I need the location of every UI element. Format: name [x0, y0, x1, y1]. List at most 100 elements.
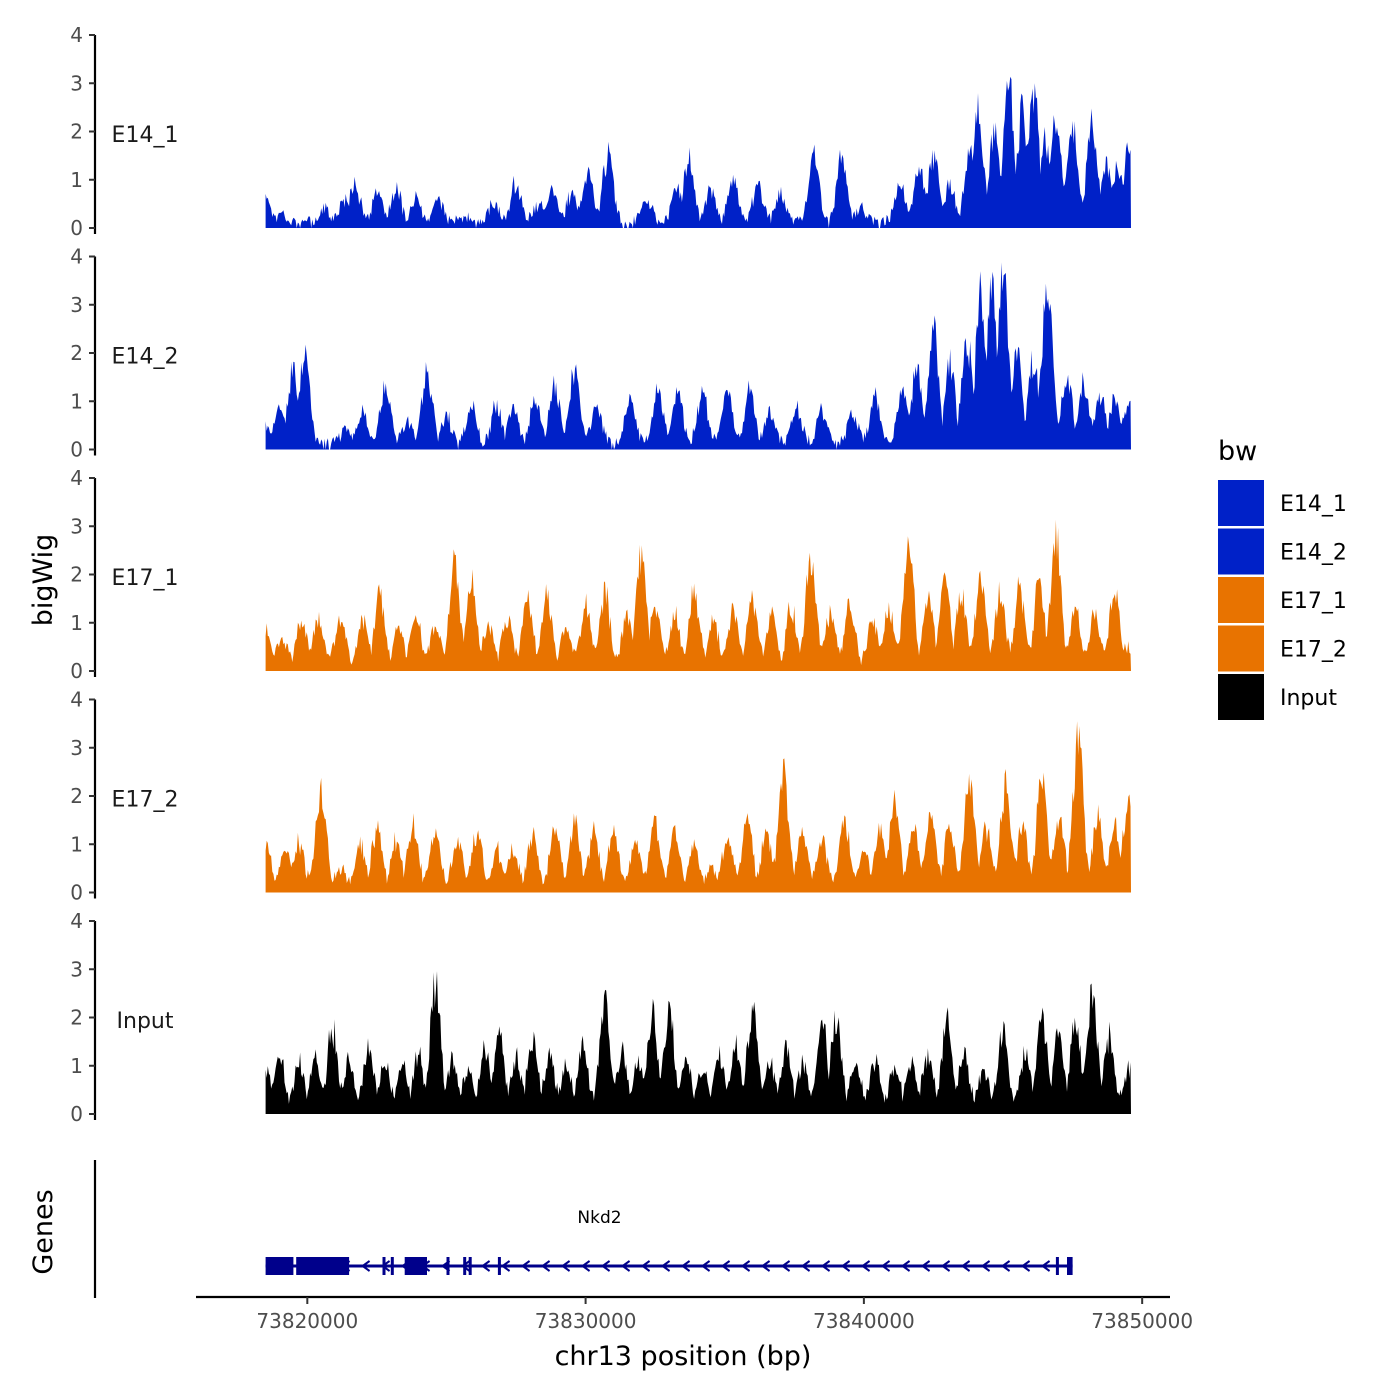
signal-area-E14_2 [265, 262, 1132, 450]
strand-arrow [660, 1260, 671, 1272]
y-tick-label: 1 [70, 832, 83, 856]
track-Input: 0 1 2 3 4 Input [70, 909, 1132, 1126]
y-tick-label: 1 [70, 611, 83, 635]
strand-arrow [480, 1260, 491, 1272]
track-label: E17_1 [112, 566, 179, 591]
track-label: E14_1 [112, 123, 179, 148]
strand-arrow [760, 1260, 771, 1272]
track-label: E14_2 [112, 345, 179, 370]
strand-arrow [800, 1260, 811, 1272]
gene-exon [390, 1257, 394, 1275]
track-label: Input [117, 1009, 174, 1034]
strand-arrow [960, 1260, 971, 1272]
strand-arrow [860, 1260, 871, 1272]
strand-arrow [540, 1260, 551, 1272]
legend-swatch-E17_2 [1218, 625, 1264, 672]
y-tick-label: 0 [70, 216, 83, 240]
gene-exon [1055, 1257, 1059, 1275]
strand-arrow [360, 1260, 371, 1272]
strand-arrow [600, 1260, 611, 1272]
legend-swatch-Input [1218, 674, 1264, 720]
strand-arrow [740, 1260, 751, 1272]
strand-arrow [780, 1260, 791, 1272]
x-axis-title: chr13 position (bp) [555, 1341, 812, 1372]
y-tick-label: 1 [70, 168, 83, 192]
signal-tracks: 0 1 2 3 4 E14_1 0 1 2 3 4 E14_2 0 1 2 3 4 E17_1 0 1 2 3 4 E17_2… [70, 23, 1132, 1126]
strand-arrow [520, 1260, 531, 1272]
strand-arrow [560, 1260, 571, 1272]
gene-exon [446, 1257, 450, 1275]
gene-exon [265, 1257, 294, 1275]
strand-arrow [1020, 1260, 1031, 1272]
y-axis-title: bigWig [28, 534, 59, 627]
gene-exon [404, 1257, 427, 1275]
y-tick-label: 2 [70, 341, 83, 365]
y-tick-label: 2 [70, 1006, 83, 1030]
gene-exon [1067, 1257, 1073, 1275]
signal-area-E14_1 [265, 76, 1132, 228]
signal-area-E17_2 [265, 721, 1132, 893]
x-tick-label: 73820000 [256, 1309, 358, 1333]
legend-label-E14_1: E14_1 [1280, 492, 1347, 517]
strand-arrow [720, 1260, 731, 1272]
y-tick-label: 4 [70, 23, 83, 47]
track-E17_1: 0 1 2 3 4 E17_1 [70, 466, 1132, 683]
y-tick-label: 3 [70, 514, 83, 538]
y-tick-label: 3 [70, 293, 83, 317]
strand-arrow [940, 1260, 951, 1272]
gene-name-label: Nkd2 [577, 1208, 621, 1228]
legend-swatch-E17_1 [1218, 577, 1264, 623]
legend: bw E14_1 E14_2 E17_1 E17_2 Input [1218, 436, 1347, 720]
gene-exon [463, 1257, 467, 1275]
legend-swatch-E14_2 [1218, 528, 1264, 575]
strand-arrow [880, 1260, 891, 1272]
y-tick-label: 4 [70, 245, 83, 269]
y-tick-label: 0 [70, 438, 83, 462]
track-E14_1: 0 1 2 3 4 E14_1 [70, 23, 1132, 240]
strand-arrow [900, 1260, 911, 1272]
x-axis: 73820000 73830000 73840000 73850000 [196, 1295, 1193, 1333]
gene-exon [382, 1257, 386, 1275]
y-tick-label: 2 [70, 784, 83, 808]
y-tick-label: 0 [70, 1102, 83, 1126]
x-tick-label: 73850000 [1091, 1309, 1193, 1333]
track-E17_2: 0 1 2 3 4 E17_2 [70, 688, 1132, 905]
y-tick-label: 0 [70, 881, 83, 905]
strand-arrow [700, 1260, 711, 1272]
legend-swatch-E14_1 [1218, 480, 1264, 526]
y-tick-label: 3 [70, 736, 83, 760]
y-tick-label: 1 [70, 1054, 83, 1078]
track-E14_2: 0 1 2 3 4 E14_2 [70, 245, 1132, 462]
strand-arrow [820, 1260, 831, 1272]
strand-arrow [640, 1260, 651, 1272]
x-tick-label: 73840000 [813, 1309, 915, 1333]
strand-arrow [680, 1260, 691, 1272]
legend-label-Input: Input [1280, 686, 1337, 711]
track-label: E17_2 [112, 788, 179, 813]
signal-area-E17_1 [265, 519, 1132, 671]
y-tick-label: 0 [70, 659, 83, 683]
y-tick-label: 4 [70, 466, 83, 490]
y-tick-label: 2 [70, 563, 83, 587]
strand-arrow [580, 1260, 591, 1272]
y-tick-label: 1 [70, 389, 83, 413]
legend-title: bw [1218, 436, 1257, 467]
y-tick-label: 3 [70, 71, 83, 95]
strand-arrow [980, 1260, 991, 1272]
legend-label-E17_2: E17_2 [1280, 638, 1347, 663]
genes-panel: Nkd2 [93, 1160, 1073, 1298]
gene-exon [497, 1257, 501, 1275]
gene-exon [468, 1257, 472, 1275]
legend-label-E17_1: E17_1 [1280, 589, 1347, 614]
strand-arrow [920, 1260, 931, 1272]
x-tick-label: 73830000 [535, 1309, 637, 1333]
strand-arrow [1000, 1260, 1011, 1272]
y-tick-label: 2 [70, 120, 83, 144]
genes-axis-title: Genes [28, 1189, 59, 1274]
strand-arrow [460, 1260, 471, 1272]
legend-label-E14_2: E14_2 [1280, 541, 1347, 566]
y-tick-label: 3 [70, 957, 83, 981]
y-tick-label: 4 [70, 688, 83, 712]
gene-exon [296, 1257, 350, 1275]
